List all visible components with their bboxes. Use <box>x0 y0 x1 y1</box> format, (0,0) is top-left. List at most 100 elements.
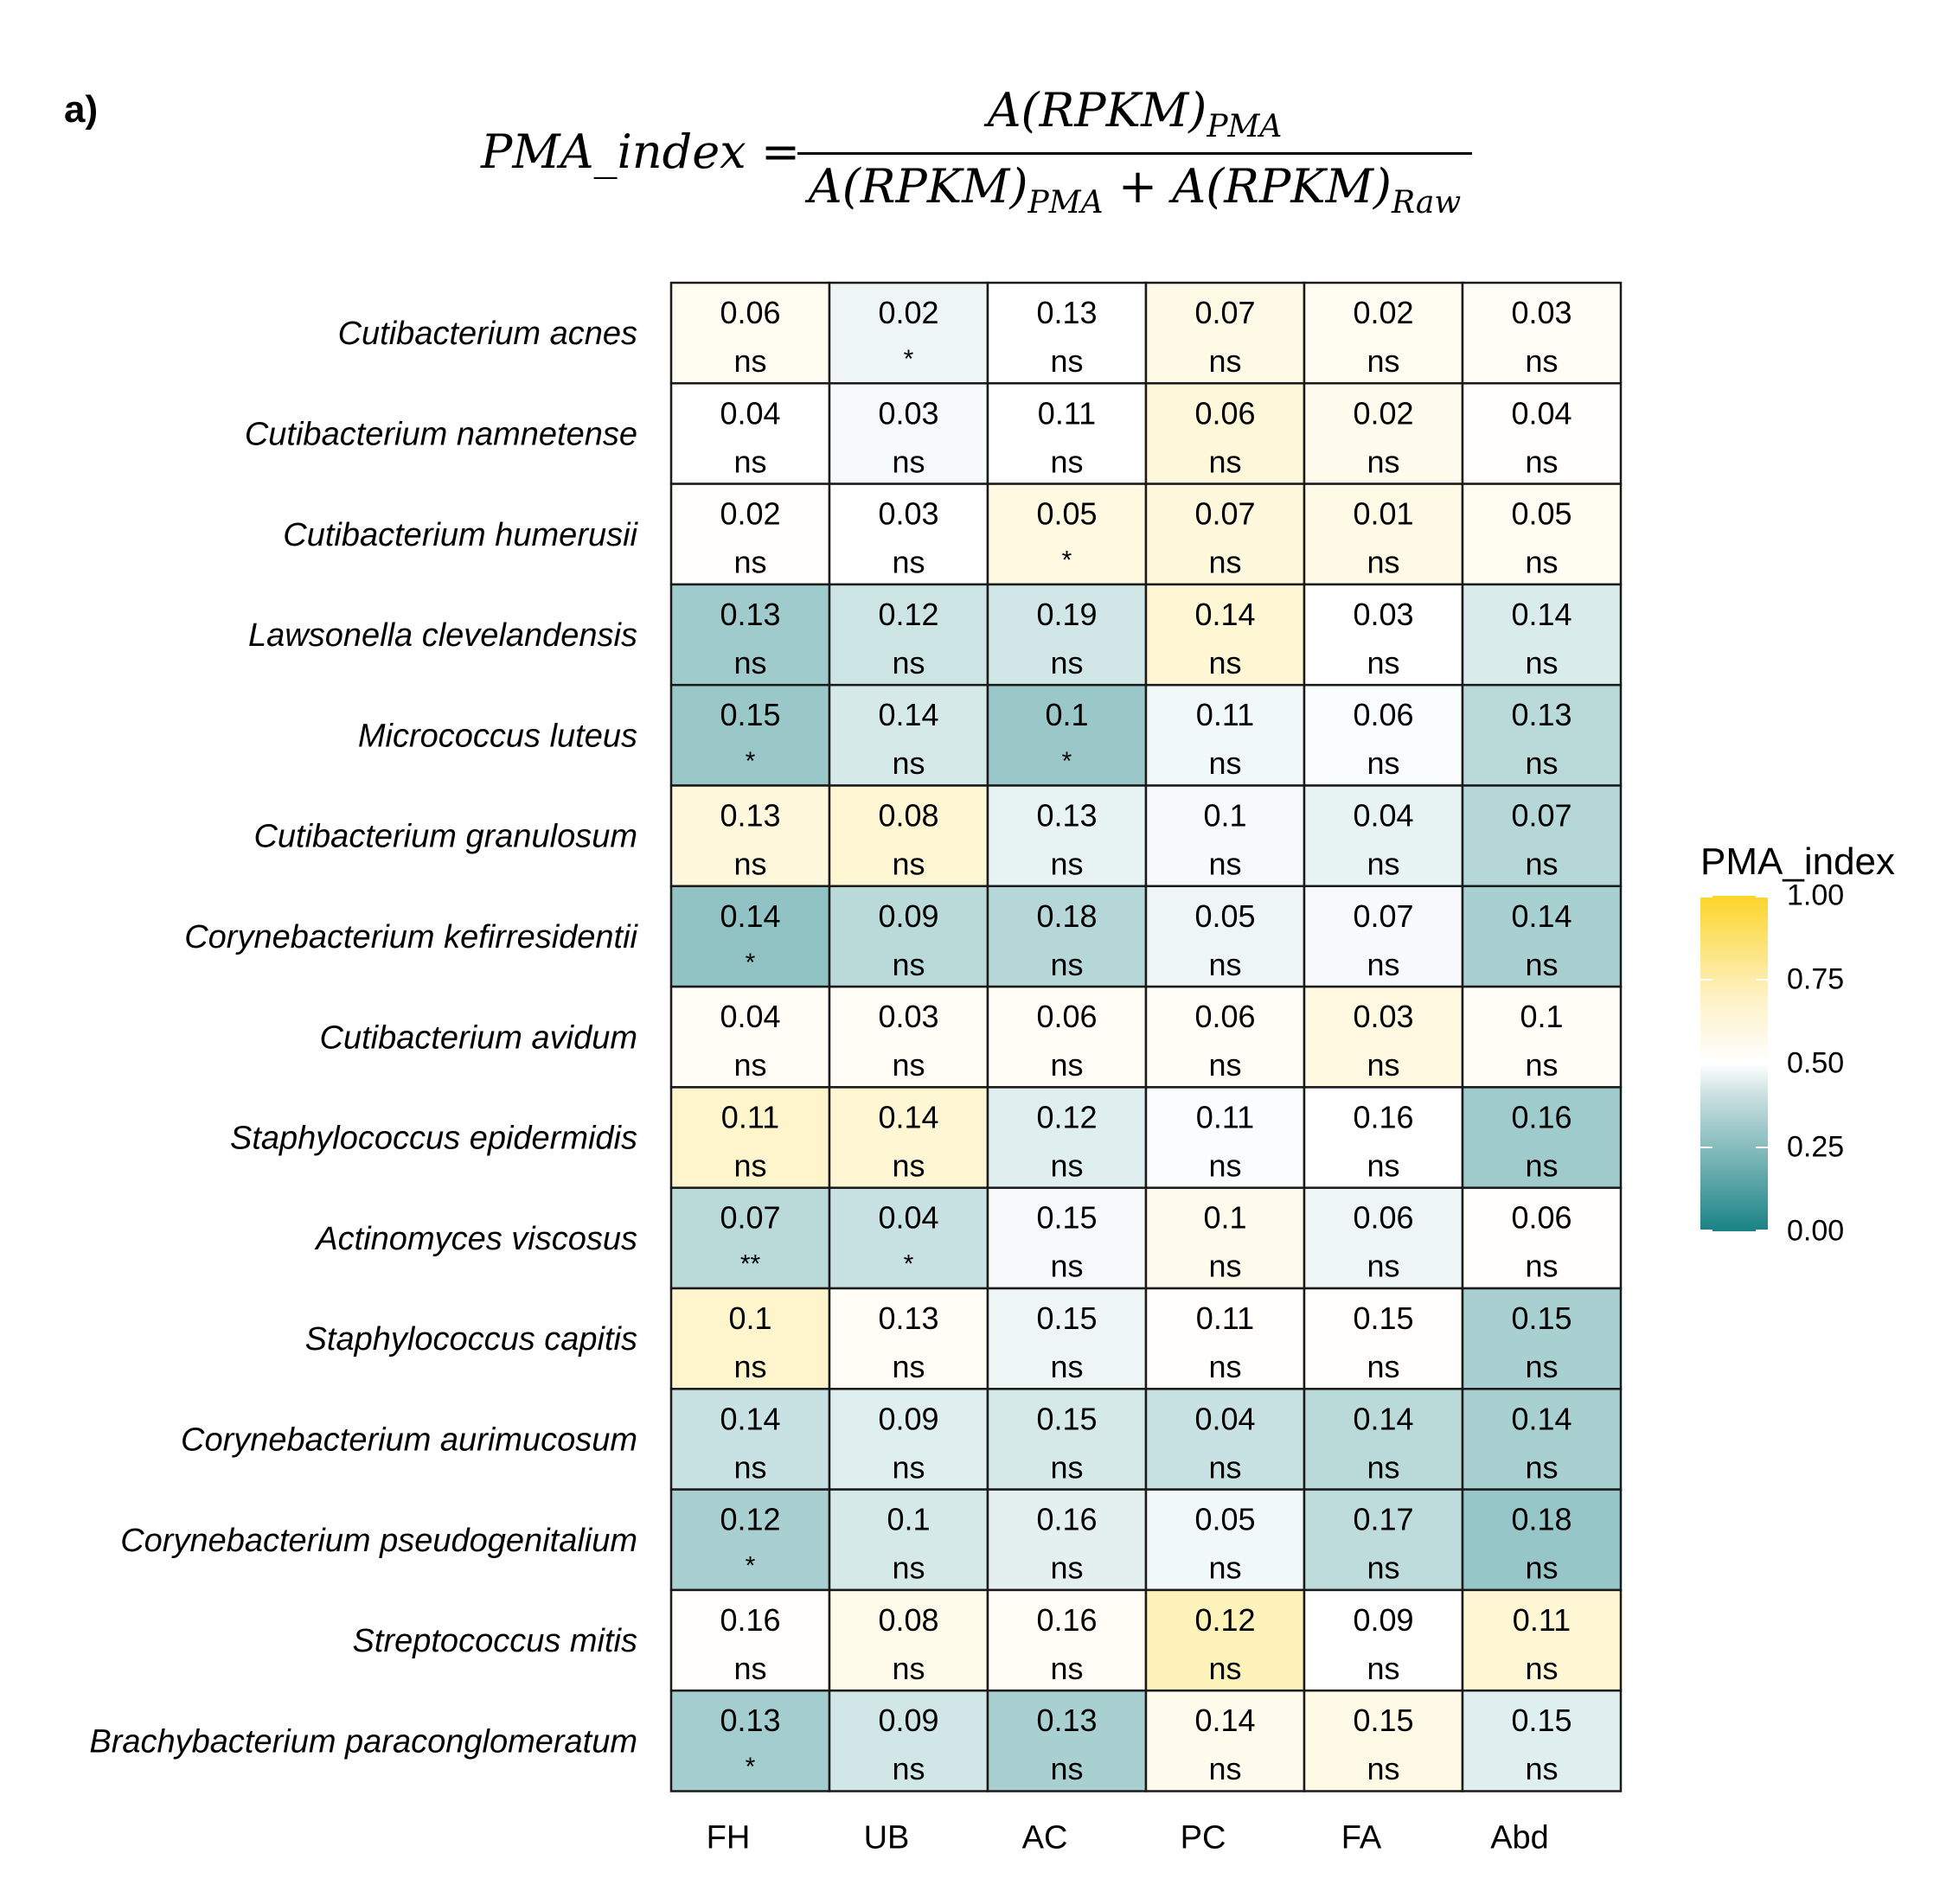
cell-significance-label: ns <box>733 1449 766 1485</box>
heatmap-cell <box>986 382 1148 485</box>
cell-value-label: 0.15 <box>1353 1300 1413 1336</box>
cell-significance-label: ns <box>1525 444 1558 479</box>
heatmap-cell <box>1461 985 1623 1089</box>
cell-value-label: 0.07 <box>1194 496 1255 532</box>
cell-significance-label: ns <box>733 1147 766 1183</box>
cell-significance-label: ns <box>892 545 925 580</box>
heatmap-cell <box>1144 1488 1306 1592</box>
cell-value-label: 0.07 <box>1353 898 1413 934</box>
heatmap-cell <box>1461 784 1623 888</box>
cell-value-label: 0.12 <box>1194 1602 1255 1638</box>
heatmap-cell <box>986 583 1148 687</box>
cell-significance-label: ns <box>1525 545 1558 580</box>
cell-value-label: 0.15 <box>1353 1703 1413 1738</box>
legend-tick-mark <box>1756 979 1768 981</box>
cell-value-label: 0.08 <box>878 798 938 834</box>
cell-significance-label: ns <box>1208 1550 1241 1586</box>
cell-value-label: 0.06 <box>1036 999 1097 1034</box>
legend-tick-mark <box>1756 1147 1768 1148</box>
heatmap-cell <box>1461 1388 1623 1491</box>
cell-value-label: 0.1 <box>1203 1200 1246 1236</box>
cell-value-label: 0.12 <box>1036 1099 1097 1134</box>
heatmap-cell-labels: 0.06 ns 0.02 * 0.13 ns 0.07 ns 0.02 ns 0.03 ns 0.04 n… <box>720 295 1572 1786</box>
cell-significance-label: ns <box>892 1449 925 1485</box>
heatmap-cell <box>669 382 831 485</box>
cell-value-label: 0.16 <box>720 1602 780 1638</box>
cell-significance-label: ns <box>1525 847 1558 882</box>
y-axis-labels: Cutibacterium acnes Cutibacterium namnete… <box>89 316 638 1760</box>
formula-den-a-sub: PMA <box>1027 185 1104 220</box>
cell-significance-label: ns <box>1050 1449 1083 1485</box>
heatmap-cell <box>669 1186 831 1290</box>
heatmap-cell <box>1461 1689 1623 1792</box>
cell-significance-label: ns <box>892 1651 925 1686</box>
formula-den-b-main: A(RPKM) <box>1172 159 1392 214</box>
heatmap-cell <box>1461 683 1623 787</box>
y-axis-label: Cutibacterium namnetense <box>245 416 637 452</box>
heatmap-cell <box>828 1388 989 1491</box>
cell-value-label: 0.14 <box>878 1099 938 1134</box>
y-axis-label: Corynebacterium aurimucosum <box>181 1422 637 1458</box>
cell-value-label: 0.06 <box>1194 395 1255 431</box>
cell-value-label: 0.1 <box>1203 798 1246 834</box>
cell-significance-label: ns <box>1208 545 1241 580</box>
cell-value-label: 0.15 <box>1511 1300 1572 1336</box>
heatmap-cell <box>1461 1588 1623 1692</box>
heatmap-cell <box>1144 281 1306 385</box>
x-axis-label: AC <box>1022 1820 1068 1856</box>
cell-value-label: 0.06 <box>1353 697 1413 732</box>
heatmap-cell <box>669 1287 831 1390</box>
formula-fraction-bar <box>797 152 1472 155</box>
cell-significance-label: ns <box>1050 947 1083 982</box>
cell-value-label: 0.02 <box>1353 395 1413 431</box>
cell-value-label: 0.09 <box>878 898 938 934</box>
cell-value-label: 0.02 <box>878 295 938 330</box>
formula-numerator-main: A(RPKM) <box>987 83 1207 137</box>
cell-significance-label: ns <box>1525 1349 1558 1384</box>
cell-significance-label: ns <box>1367 847 1399 882</box>
cell-significance-label: ns <box>892 1147 925 1183</box>
cell-significance-label: ns <box>1367 1349 1399 1384</box>
cell-significance-label: ns <box>1208 1651 1241 1686</box>
cell-significance-label: ns <box>1525 645 1558 680</box>
cell-significance-label: ns <box>1050 645 1083 680</box>
formula-numerator-sub: PMA <box>1207 109 1283 144</box>
formula-lhs: PMA_index = <box>481 125 801 179</box>
cell-significance-label: ns <box>733 847 766 882</box>
cell-value-label: 0.15 <box>1036 1200 1097 1236</box>
heatmap-cell <box>828 1588 989 1692</box>
heatmap-chart: 0.06 ns 0.02 * 0.13 ns 0.07 ns 0.02 ns 0.03 ns 0.04 n… <box>89 281 1623 1856</box>
heatmap-cell <box>1461 482 1623 586</box>
x-axis-labels: FH UB AC PC FA Abd <box>707 1820 1549 1856</box>
legend-tick-label: 0.50 <box>1787 1046 1845 1080</box>
x-axis-label: UB <box>864 1820 910 1856</box>
heatmap-cell <box>1303 482 1464 586</box>
heatmap-cell <box>986 281 1148 385</box>
cell-value-label: 0.04 <box>1511 395 1572 431</box>
cell-significance-label: ns <box>1208 1249 1241 1284</box>
cell-value-label: 0.09 <box>1353 1602 1413 1638</box>
cell-value-label: 0.15 <box>1036 1300 1097 1336</box>
cell-significance-label: ns <box>1367 745 1399 781</box>
cell-significance-label: ns <box>1525 1449 1558 1485</box>
cell-value-label: 0.11 <box>1196 697 1254 732</box>
cell-significance-label: ns <box>892 1047 925 1083</box>
y-axis-label: Cutibacterium avidum <box>320 1019 637 1056</box>
heatmap-cell <box>1461 382 1623 485</box>
cell-value-label: 0.1 <box>1045 697 1088 732</box>
cell-significance-label: ns <box>1367 1449 1399 1485</box>
formula-numerator: A(RPKM)PMA <box>797 83 1472 144</box>
legend-tick-mark <box>1700 979 1712 981</box>
heatmap-cell <box>828 683 989 787</box>
cell-significance-label: ns <box>733 343 766 379</box>
legend-title: PMA_index <box>1700 840 1896 883</box>
cell-value-label: 0.03 <box>1353 597 1413 632</box>
y-axis-label: Brachybacterium paraconglomeratum <box>89 1723 637 1760</box>
cell-value-label: 0.15 <box>1036 1401 1097 1436</box>
cell-value-label: 0.07 <box>1511 798 1572 834</box>
cell-value-label: 0.03 <box>1353 999 1413 1034</box>
cell-value-label: 0.13 <box>1036 1703 1097 1738</box>
heatmap-cell <box>1461 1086 1623 1189</box>
cell-significance-label: ns <box>892 745 925 781</box>
x-axis-label: PC <box>1181 1820 1226 1856</box>
